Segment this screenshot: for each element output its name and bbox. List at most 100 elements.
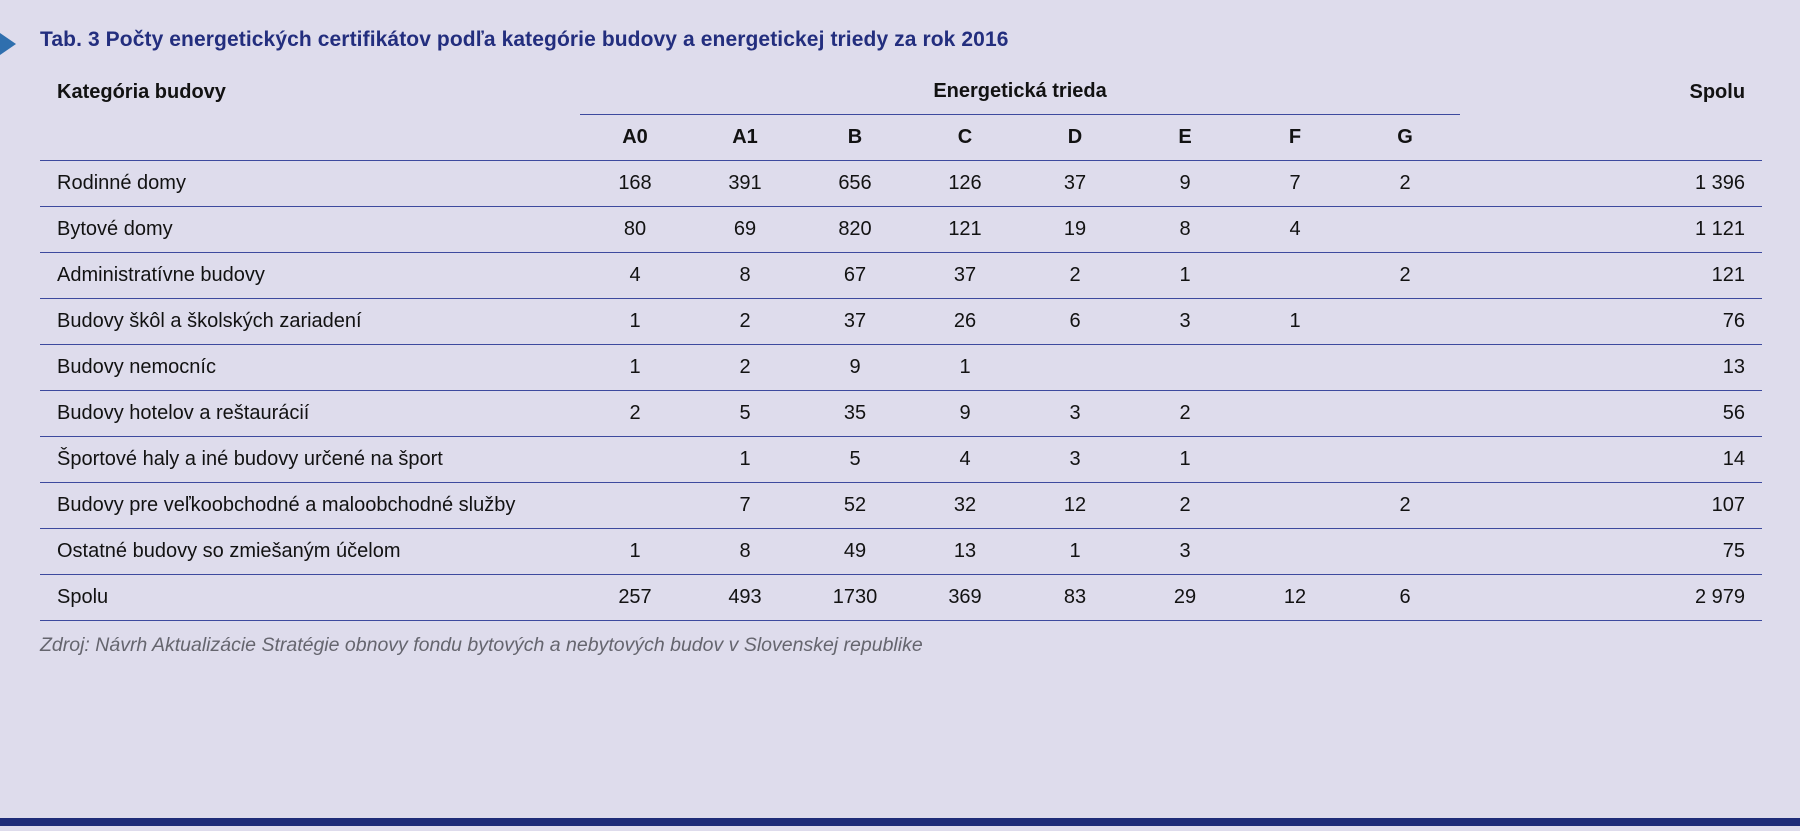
value-cell: 80 — [580, 206, 690, 253]
class-header-d: D — [1020, 114, 1130, 161]
value-cell: 69 — [690, 206, 800, 253]
value-cell: 1730 — [800, 574, 910, 621]
value-cell: 4 — [580, 252, 690, 299]
total-cell: 121 — [1460, 252, 1763, 299]
value-cell — [1130, 344, 1240, 391]
value-cell: 9 — [1130, 160, 1240, 207]
category-cell: Administratívne budovy — [40, 252, 580, 299]
value-cell: 6 — [1350, 574, 1461, 621]
class-header-c: C — [910, 114, 1020, 161]
value-cell: 7 — [690, 482, 800, 529]
value-cell: 2 — [1130, 482, 1240, 529]
value-cell: 8 — [1130, 206, 1240, 253]
value-cell — [1240, 344, 1350, 391]
value-cell: 168 — [580, 160, 690, 207]
table-row: Budovy škôl a školských zariadení 1 2 37… — [40, 298, 1763, 345]
class-header-b: B — [800, 114, 910, 161]
empty-header-cell — [1460, 114, 1763, 161]
value-cell: 67 — [800, 252, 910, 299]
table-title: Tab. 3 Počty energetických certifikátov … — [40, 28, 1009, 51]
value-cell: 29 — [1130, 574, 1240, 621]
arrow-marker-icon — [0, 33, 16, 55]
value-cell — [580, 436, 690, 483]
total-cell: 75 — [1460, 528, 1763, 575]
value-cell — [1020, 344, 1130, 391]
value-cell — [1240, 390, 1350, 437]
category-cell: Budovy pre veľkoobchodné a maloobchodné … — [40, 482, 580, 529]
value-cell: 37 — [910, 252, 1020, 299]
table-total-row: Spolu 257 493 1730 369 83 29 12 6 2 979 — [40, 574, 1763, 621]
table-row: Športové haly a iné budovy určené na špo… — [40, 436, 1763, 483]
group-header-row: Kategória budovy Energetická trieda Spol… — [40, 70, 1762, 115]
value-cell — [1240, 528, 1350, 575]
category-cell: Bytové domy — [40, 206, 580, 253]
value-cell: 369 — [910, 574, 1020, 621]
table-row: Administratívne budovy 4 8 67 37 2 1 2 1… — [40, 252, 1763, 299]
class-header-a0: A0 — [580, 114, 690, 161]
table-row: Ostatné budovy so zmiešaným účelom 1 8 4… — [40, 528, 1763, 575]
value-cell: 3 — [1020, 390, 1130, 437]
category-cell: Rodinné domy — [40, 160, 580, 207]
value-cell: 2 — [580, 390, 690, 437]
value-cell: 19 — [1020, 206, 1130, 253]
category-cell: Športové haly a iné budovy určené na špo… — [40, 436, 580, 483]
table-row: Budovy hotelov a reštaurácií 2 5 35 9 3 … — [40, 390, 1763, 437]
value-cell: 2 — [1350, 482, 1461, 529]
value-cell: 1 — [580, 298, 690, 345]
value-cell: 3 — [1130, 298, 1240, 345]
category-cell: Budovy škôl a školských zariadení — [40, 298, 580, 345]
class-header-f: F — [1240, 114, 1350, 161]
value-cell: 1 — [1130, 436, 1240, 483]
value-cell: 5 — [690, 390, 800, 437]
value-cell: 8 — [690, 252, 800, 299]
total-cell: 1 396 — [1460, 160, 1763, 207]
table-row: Budovy nemocníc 1 2 9 1 13 — [40, 344, 1763, 391]
class-header-row: A0 A1 B C D E F G — [40, 114, 1763, 161]
total-cell: 14 — [1460, 436, 1763, 483]
table-row: Rodinné domy 168 391 656 126 37 9 7 2 1 … — [40, 160, 1763, 207]
value-cell: 32 — [910, 482, 1020, 529]
value-cell: 1 — [580, 528, 690, 575]
category-cell: Budovy hotelov a reštaurácií — [40, 390, 580, 437]
value-cell: 35 — [800, 390, 910, 437]
category-cell: Ostatné budovy so zmiešaným účelom — [40, 528, 580, 575]
total-column-header: Spolu — [1689, 80, 1746, 103]
value-cell — [1350, 206, 1461, 253]
total-cell: 76 — [1460, 298, 1763, 345]
value-cell: 26 — [910, 298, 1020, 345]
value-cell: 1 — [690, 436, 800, 483]
category-column-header: Kategória budovy — [57, 80, 226, 103]
value-cell — [1240, 482, 1350, 529]
value-cell: 391 — [690, 160, 800, 207]
value-cell: 12 — [1240, 574, 1350, 621]
value-cell: 37 — [800, 298, 910, 345]
class-header-g: G — [1350, 114, 1461, 161]
footer-rule — [0, 818, 1800, 826]
value-cell: 7 — [1240, 160, 1350, 207]
value-cell: 2 — [1130, 390, 1240, 437]
value-cell: 1 — [1020, 528, 1130, 575]
value-cell: 820 — [800, 206, 910, 253]
value-cell: 49 — [800, 528, 910, 575]
value-cell: 3 — [1130, 528, 1240, 575]
value-cell: 4 — [910, 436, 1020, 483]
value-cell: 493 — [690, 574, 800, 621]
table-row: Bytové domy 80 69 820 121 19 8 4 1 121 — [40, 206, 1763, 253]
value-cell: 4 — [1240, 206, 1350, 253]
value-cell: 9 — [910, 390, 1020, 437]
class-header-e: E — [1130, 114, 1240, 161]
value-cell: 3 — [1020, 436, 1130, 483]
category-cell: Budovy nemocníc — [40, 344, 580, 391]
value-cell — [1350, 390, 1461, 437]
value-cell: 12 — [1020, 482, 1130, 529]
value-cell — [1350, 436, 1461, 483]
value-cell — [580, 482, 690, 529]
value-cell — [1240, 436, 1350, 483]
value-cell — [1350, 298, 1461, 345]
value-cell — [1350, 528, 1461, 575]
value-cell: 6 — [1020, 298, 1130, 345]
energy-certificates-table: Kategória budovy Energetická trieda Spol… — [40, 70, 1763, 621]
class-header-a1: A1 — [690, 114, 800, 161]
total-cell: 13 — [1460, 344, 1763, 391]
table-row: Budovy pre veľkoobchodné a maloobchodné … — [40, 482, 1763, 529]
